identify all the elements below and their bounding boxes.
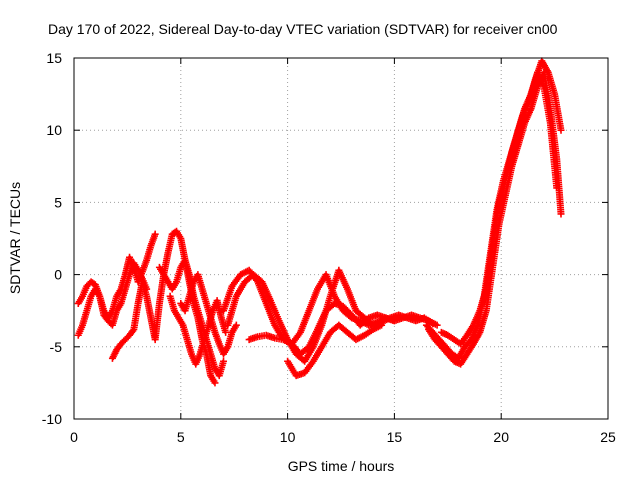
data-point-marker <box>129 327 137 335</box>
chart-title: Day 170 of 2022, Sidereal Day-to-day VTE… <box>48 21 558 37</box>
x-tick-label: 15 <box>387 429 403 445</box>
y-tick-label: 15 <box>46 50 62 66</box>
x-tick-label: 20 <box>493 429 509 445</box>
data-point-marker <box>211 379 219 387</box>
data-point-marker <box>557 210 565 218</box>
sdtvar-trace-10 <box>284 321 386 380</box>
x-tick-label: 10 <box>280 429 296 445</box>
x-tick-label: 5 <box>177 429 185 445</box>
data-point-marker <box>220 357 228 365</box>
data-point-marker <box>151 230 159 238</box>
x-axis-label: GPS time / hours <box>288 458 395 474</box>
y-tick-label: 10 <box>46 122 62 138</box>
data-layer <box>74 57 565 387</box>
data-point-marker <box>222 328 230 336</box>
x-tick-label: 0 <box>70 429 78 445</box>
sdtvar-trace-13 <box>437 68 561 348</box>
sdtvar-trace-6 <box>177 271 240 358</box>
data-point-marker <box>433 321 441 329</box>
data-point-marker <box>553 184 561 192</box>
data-point-marker <box>429 320 437 328</box>
y-tick-label: -5 <box>50 339 63 355</box>
data-point-marker <box>232 321 240 329</box>
sdtvar-trace-9 <box>245 299 398 358</box>
sdtvar-trace-8 <box>224 266 437 365</box>
sdtvar-trace-4 <box>155 256 228 380</box>
y-tick-label: 0 <box>54 267 62 283</box>
plot-frame <box>73 57 609 420</box>
y-tick-label: 5 <box>54 194 62 210</box>
y-tick-label: -10 <box>42 411 62 427</box>
x-tick-label: 25 <box>600 429 616 445</box>
y-axis-label: SDTVAR / TECUs <box>7 182 23 294</box>
tick-layer: 0 5 10 15 20 25 -10 -5 0 5 10 15 <box>42 50 616 445</box>
data-point-marker <box>390 317 398 325</box>
data-point-marker <box>557 126 565 134</box>
data-point-marker <box>378 321 386 329</box>
